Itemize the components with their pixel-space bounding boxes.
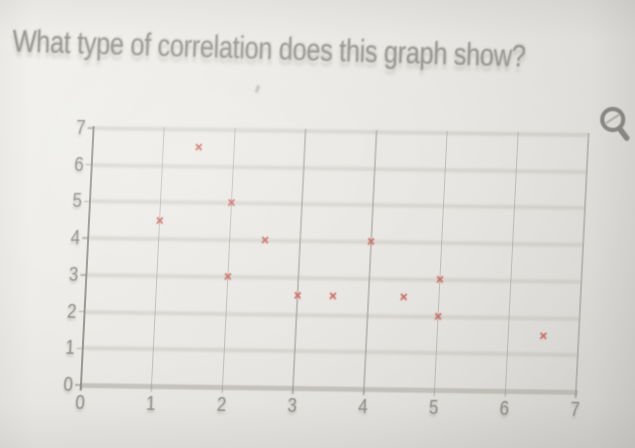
x-tick-label: 6 bbox=[499, 396, 510, 420]
magnifier-icon[interactable] bbox=[594, 103, 635, 148]
data-point: × bbox=[399, 289, 408, 305]
h-gridline bbox=[91, 162, 587, 174]
h-gridline bbox=[89, 199, 586, 211]
h-gridline bbox=[88, 236, 584, 248]
x-tick-label: 7 bbox=[569, 397, 581, 421]
y-tick-label: 5 bbox=[71, 189, 83, 213]
data-point: × bbox=[223, 268, 233, 284]
y-tick-label: 2 bbox=[66, 299, 78, 323]
y-tick-label: 3 bbox=[68, 262, 79, 286]
x-tick-label: 4 bbox=[357, 394, 369, 418]
data-point: × bbox=[227, 195, 236, 211]
x-tick-label: 3 bbox=[286, 393, 298, 417]
data-point: × bbox=[293, 288, 302, 304]
data-point: × bbox=[435, 271, 445, 287]
h-gridline bbox=[93, 126, 589, 138]
y-tick-label: 6 bbox=[73, 152, 85, 176]
h-gridline bbox=[82, 346, 578, 358]
x-tick-label: 1 bbox=[145, 391, 157, 415]
x-tick-label: 2 bbox=[216, 392, 227, 416]
data-point: × bbox=[194, 139, 204, 156]
data-point: × bbox=[538, 328, 548, 344]
x-tick-label: 5 bbox=[428, 395, 439, 419]
h-gridline bbox=[86, 272, 582, 284]
h-gridline bbox=[84, 309, 580, 321]
data-point: × bbox=[260, 232, 270, 248]
x-tick-label: 0 bbox=[74, 390, 86, 414]
data-point: × bbox=[328, 288, 338, 304]
data-point: × bbox=[366, 234, 376, 250]
y-tick-label: 7 bbox=[75, 115, 87, 139]
y-tick-label: 4 bbox=[70, 225, 81, 249]
y-tick-label: 1 bbox=[64, 336, 76, 359]
data-point: × bbox=[155, 212, 165, 228]
data-point: × bbox=[433, 308, 443, 324]
